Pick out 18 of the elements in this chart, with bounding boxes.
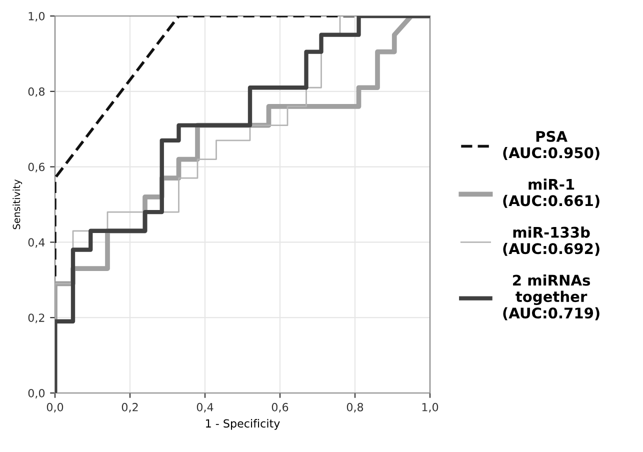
x-tick-label: 0,4 — [196, 402, 214, 412]
x-axis-title: 1 - Specificity — [206, 419, 280, 430]
x-tick-label: 0,0 — [46, 402, 64, 412]
y-tick-label: 1,0 — [28, 12, 45, 22]
x-tick-label: 1,0 — [422, 402, 438, 412]
y-tick-label: 0,4 — [28, 238, 45, 248]
x-tick-label: 0,2 — [122, 402, 138, 412]
y-axis-title: Sensitivity — [12, 179, 22, 230]
text: PSA (AUC:0.950) — [503, 130, 600, 160]
text: 2 miRNAs together (AUC:0.719) — [503, 274, 600, 320]
legend-label: miR-133b (AUC:0.692) — [503, 226, 600, 256]
x-tick-label: 0,8 — [346, 402, 364, 412]
y-tick-label: 0,8 — [28, 87, 45, 97]
text: miR-1 (AUC:0.661) — [503, 178, 600, 208]
x-tick-label: 0,6 — [272, 402, 288, 412]
y-tick-label: 0,0 — [28, 388, 45, 399]
y-tick-label: 0,2 — [28, 314, 44, 324]
y-tick-label: 0,6 — [28, 162, 45, 172]
